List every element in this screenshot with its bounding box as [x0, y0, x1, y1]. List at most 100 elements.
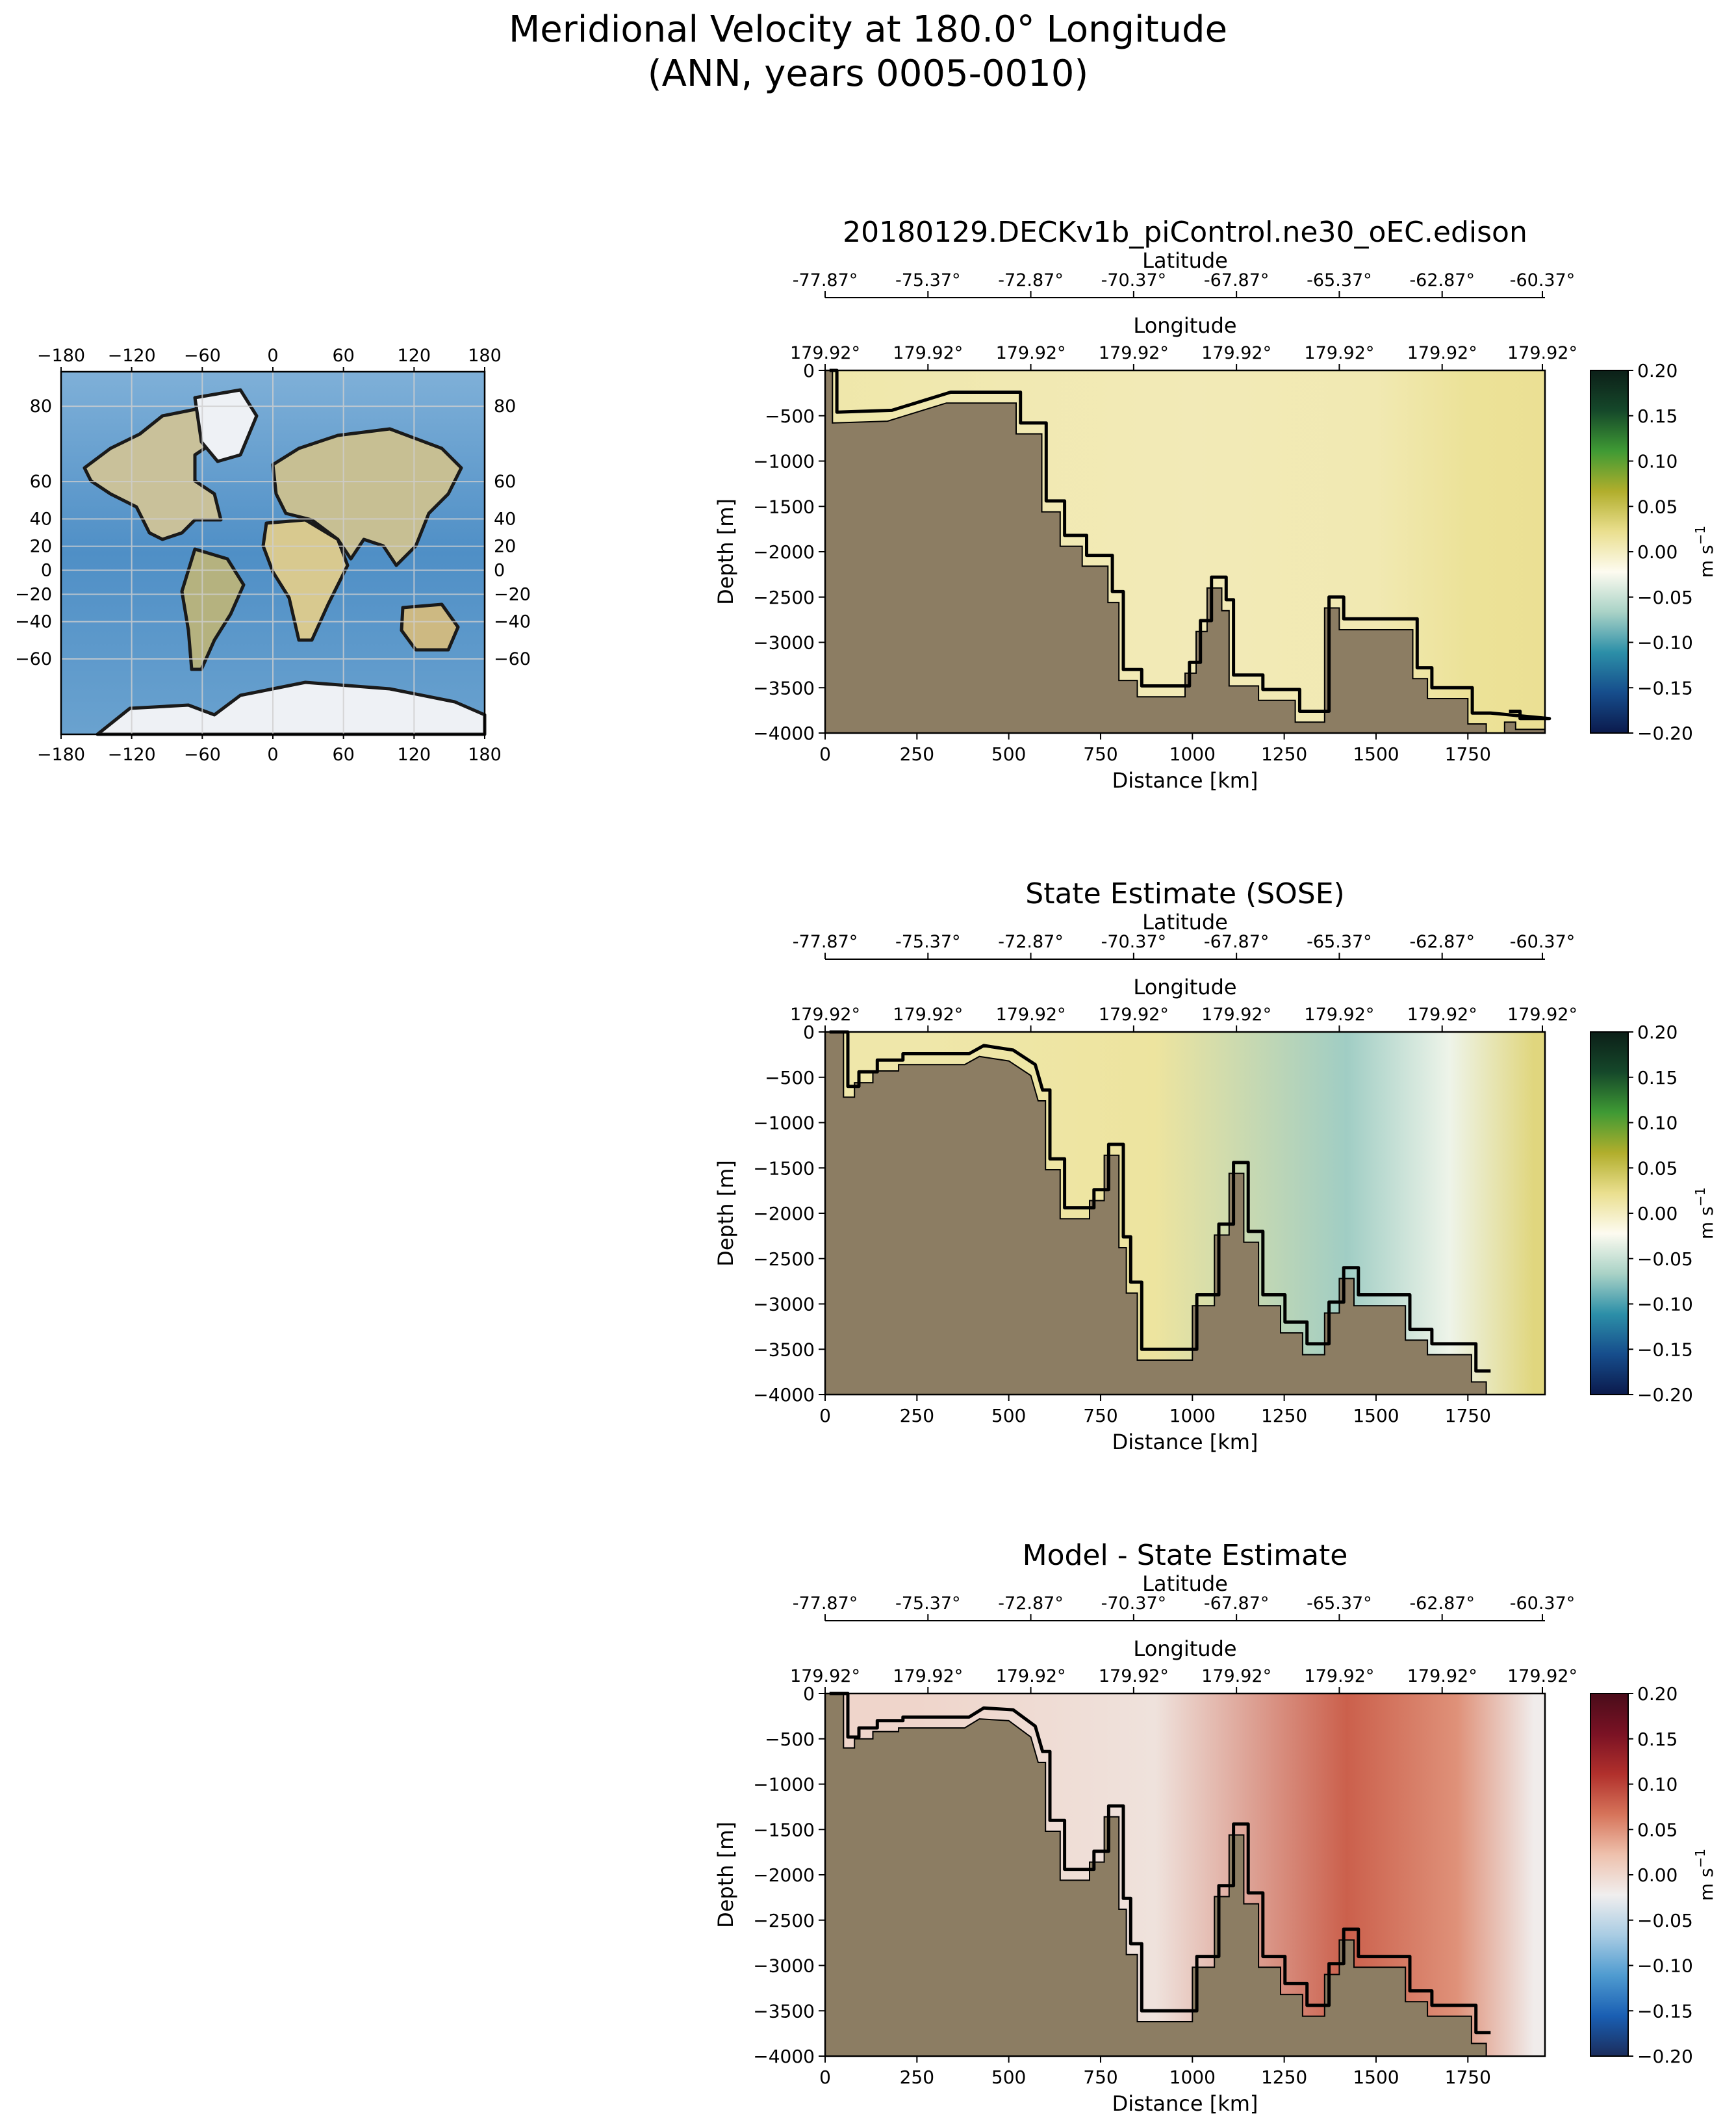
longitude-tick: 179.92°: [1407, 1005, 1477, 1025]
zero-contour: [829, 368, 1551, 721]
latitude-tick: -67.87°: [1204, 932, 1270, 952]
map-lon-tick-top: 60: [332, 346, 354, 366]
colorbar-tick-label: −0.10: [1637, 1955, 1693, 1977]
map-lat-tick-left: −20: [15, 584, 52, 604]
colorbar: [1590, 370, 1629, 734]
latitude-axis-label: Latitude: [1142, 910, 1228, 934]
colorbar-tick-label: −0.05: [1637, 587, 1693, 608]
colorbar-tick-label: 0.05: [1637, 1819, 1678, 1840]
longitude-tick: 179.92°: [1099, 1666, 1169, 1686]
y-tick-label: 0: [803, 1683, 815, 1705]
colorbar-tick-label: 0.10: [1637, 1113, 1678, 1134]
map-lon-tick-bottom: 120: [398, 745, 431, 765]
longitude-tick: 179.92°: [1407, 1666, 1477, 1686]
y-tick-label: −3000: [753, 1955, 815, 1977]
map-lat-tick-right: −40: [494, 612, 531, 632]
map-lon-tick-top: 120: [398, 346, 431, 366]
longitude-tick: 179.92°: [1201, 1666, 1271, 1686]
y-tick-label: −1000: [753, 1113, 815, 1134]
colorbar-label-exponent: −1: [1692, 1187, 1708, 1206]
y-tick-label: −500: [765, 1729, 815, 1750]
x-tick-label: 1750: [1445, 1405, 1491, 1426]
colorbar-tick-label: −0.15: [1637, 677, 1693, 699]
longitude-tick: 179.92°: [1201, 1005, 1271, 1025]
y-tick-label: −1500: [753, 496, 815, 517]
colorbar-label-unit: m s: [1696, 1206, 1717, 1239]
longitude-tick: 179.92°: [1099, 1005, 1169, 1025]
colorbar-tick-label: −0.05: [1637, 1248, 1693, 1270]
x-tick-label: 750: [1083, 1405, 1117, 1426]
map-lat-tick-right: 0: [494, 561, 505, 581]
continent-australia: [400, 602, 460, 652]
longitude-tick: 179.92°: [1507, 1666, 1577, 1686]
colorbar-tick-label: −0.15: [1637, 1339, 1693, 1360]
map-lon-tick-bottom: 0: [267, 745, 278, 765]
colorbar-label-unit: m s: [1696, 1868, 1717, 1901]
y-tick-label: −500: [765, 406, 815, 427]
y-tick-label: −2000: [753, 1864, 815, 1886]
x-tick-label: 0: [819, 1405, 831, 1426]
x-tick-label: 750: [1083, 743, 1117, 765]
y-tick-label: 0: [803, 1022, 815, 1043]
panel-sose: State Estimate (SOSE)Latitude Longitude -7…: [713, 877, 1717, 1454]
latitude-tick: -75.37°: [895, 270, 961, 290]
colorbar-tick-label: 0.20: [1637, 360, 1678, 381]
colorbar: [1590, 1031, 1629, 1395]
y-tick-label: −1000: [753, 451, 815, 472]
y-tick-label: 0: [803, 360, 815, 381]
x-tick-label: 0: [819, 743, 831, 765]
zero-contour: [829, 1692, 1491, 2035]
latitude-tick: -60.37°: [1510, 932, 1576, 952]
colorbar-label-exponent: −1: [1692, 1849, 1708, 1868]
x-axis-label: Distance [km]: [1112, 2091, 1258, 2116]
colorbar-tick-label: 0.15: [1637, 1729, 1678, 1750]
bathymetry-land: [824, 1693, 1487, 2057]
longitude-axis-label: Longitude: [1133, 313, 1236, 338]
latitude-tick: -72.87°: [998, 270, 1064, 290]
map-lat-tick-left: 80: [30, 396, 52, 417]
panel-model: 20180129.DECKv1b_piControl.ne30_oEC.edis…: [713, 216, 1717, 793]
y-axis-label: Depth [m]: [713, 1160, 738, 1267]
longitude-tick: 179.92°: [893, 1005, 963, 1025]
x-tick-label: 1000: [1169, 743, 1216, 765]
x-tick-label: 1250: [1261, 2067, 1307, 2088]
latitude-tick: -67.87°: [1204, 1593, 1270, 1614]
longitude-tick: 179.92°: [996, 343, 1066, 363]
y-tick-label: −2000: [753, 541, 815, 563]
map-lat-tick-left: 40: [30, 509, 52, 529]
y-tick-label: −2500: [753, 587, 815, 608]
x-tick-label: 1500: [1353, 2067, 1399, 2088]
longitude-tick: 179.92°: [790, 1666, 860, 1686]
colorbar-label-exponent: −1: [1692, 526, 1708, 545]
latitude-tick: -70.37°: [1101, 270, 1167, 290]
continent-north-america: [83, 407, 223, 541]
latitude-tick: -65.37°: [1307, 932, 1372, 952]
y-tick-label: −3000: [753, 632, 815, 654]
y-tick-label: −4000: [753, 2046, 815, 2067]
longitude-tick: 179.92°: [1407, 343, 1477, 363]
colorbar-label: m s−1: [1692, 1849, 1717, 1901]
panel-title: 20180129.DECKv1b_piControl.ne30_oEC.edis…: [843, 216, 1527, 249]
latitude-tick: -75.37°: [895, 1593, 961, 1614]
x-tick-label: 500: [991, 743, 1026, 765]
map-lon-tick-bottom: 60: [332, 745, 354, 765]
map-lat-tick-right: 20: [494, 537, 516, 557]
x-tick-label: 500: [991, 2067, 1026, 2088]
map-lat-tick-left: 60: [30, 472, 52, 492]
colorbar-tick-label: 0.20: [1637, 1022, 1678, 1043]
x-tick-label: 250: [900, 2067, 934, 2088]
bathymetry-land: [824, 1031, 1487, 1395]
y-tick-label: −3000: [753, 1294, 815, 1315]
latitude-tick: -60.37°: [1510, 270, 1576, 290]
latitude-tick: -72.87°: [998, 932, 1064, 952]
latitude-tick: -62.87°: [1409, 270, 1475, 290]
x-tick-label: 250: [900, 1405, 934, 1426]
y-tick-label: −1500: [753, 1157, 815, 1179]
latitude-axis-label: Latitude: [1142, 248, 1228, 273]
x-tick-label: 1500: [1353, 1405, 1399, 1426]
latitude-tick: -62.87°: [1409, 1593, 1475, 1614]
map-lat-tick-right: 40: [494, 509, 516, 529]
y-axis-label: Depth [m]: [713, 498, 738, 605]
x-tick-label: 1750: [1445, 743, 1491, 765]
